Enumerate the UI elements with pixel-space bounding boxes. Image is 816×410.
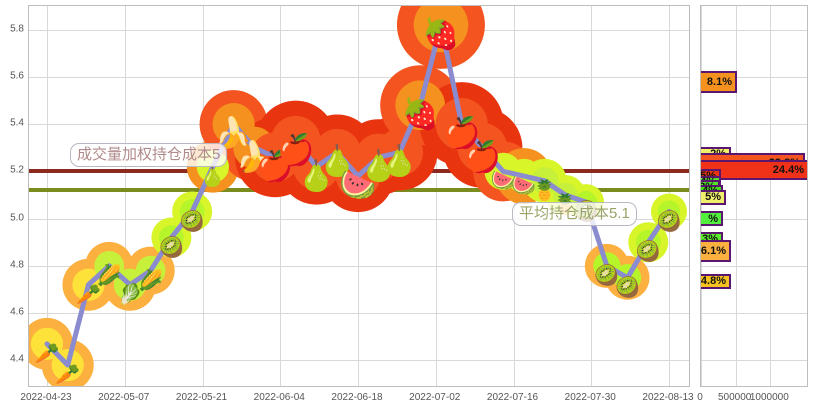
volume-gridline-y-5 (701, 265, 807, 267)
volume-bar-label: 4.8% (700, 275, 726, 288)
average-cost-label: 平均持仓成本5.1 (512, 202, 637, 227)
date-tick-2022-04-23: 2022-04-23 (20, 392, 72, 403)
price-tick-5.4: 5.4 (10, 117, 24, 129)
pear-icon: 🍐 (318, 145, 356, 179)
corn-icon: 🌽 (96, 264, 122, 287)
volume-tick-1000000: 1000000 (749, 392, 789, 403)
volume-gridline-y-2 (701, 124, 807, 126)
kiwi-icon: 🥝 (158, 236, 184, 259)
radish-icon: 🥬 (117, 283, 143, 306)
strawberry-icon: 🍓 (422, 17, 460, 51)
volume-distribution-panel[interactable]: 8.1%2%23.8%24.4%5%4%3%4%5%%3%6.1%4.8% (700, 5, 808, 387)
watermelon-icon: 🍉 (490, 170, 516, 193)
price-tick-5.6: 5.6 (10, 70, 24, 82)
pear-icon: 🍐 (297, 159, 336, 193)
watermelon-icon: 🍉 (339, 169, 377, 203)
date-tick-2022-07-16: 2022-07-16 (486, 392, 539, 403)
price-line (44, 22, 672, 368)
apple-icon: 🍎 (442, 117, 481, 151)
pineapple-icon: 🍍 (532, 179, 558, 202)
price-marker-icons: 🥕🥕🥕🌽🥬🌽🥝🥝🍐🍌🍌🍎🍎🍐🍐🍉🍐🍐🍓🍓🍎🍎🍉🍉🍍🍍🥝🥝🥝🥝🥝 (29, 6, 689, 386)
gridline-y-6 (29, 313, 689, 315)
gridline-y-5 (29, 265, 689, 267)
date-tick-2022-05-21: 2022-05-21 (175, 392, 228, 403)
volume-bar-label: 6.1% (700, 244, 726, 257)
date-tick-2022-08-13: 2022-08-13 (642, 392, 694, 403)
volume-bar[interactable]: 24.4% (701, 160, 807, 181)
volume-gridline-y-0 (701, 29, 807, 31)
volume-bar[interactable]: % (701, 211, 723, 227)
carrot-icon: 🥕 (76, 283, 101, 306)
pear-icon: 🍐 (380, 145, 419, 179)
volume-weighted-cost-label: 成交量加权持仓成本5 (70, 143, 228, 168)
volume-gridline-y-4 (701, 218, 807, 220)
volume-bar-label: 24.4% (772, 164, 804, 177)
price-tick-5.8: 5.8 (10, 23, 24, 35)
corn-icon: 🌽 (138, 269, 164, 292)
kiwi-icon: 🥝 (615, 276, 640, 299)
carrot-icon: 🥕 (34, 342, 60, 365)
gridline-y-4 (29, 218, 689, 220)
volume-bar-label: % (708, 212, 718, 225)
volume-bar[interactable]: 8.1% (701, 70, 737, 93)
volume-gridline-x-2 (770, 6, 772, 386)
apple-icon: 🍎 (463, 140, 502, 174)
apple-icon: 🍎 (277, 133, 315, 167)
watermelon-icon: 🍉 (511, 175, 537, 198)
volume-tick-500000: 500000 (717, 392, 752, 403)
date-tick-2022-05-07: 2022-05-07 (98, 392, 150, 403)
gridline-y-1 (29, 76, 689, 78)
volume-bar[interactable]: 6.1% (700, 239, 731, 262)
price-tick-5.0: 5.0 (10, 212, 24, 224)
banana-icon: 🍌 (235, 140, 274, 174)
volume-gridline-x-1 (735, 6, 737, 386)
volume-gridline-y-6 (701, 313, 807, 315)
volume-gridline-y-7 (701, 360, 807, 362)
price-tick-4.8: 4.8 (10, 259, 24, 271)
price-tick-5.2: 5.2 (10, 164, 24, 176)
pear-icon: 🍐 (200, 165, 226, 188)
strawberry-icon: 🍓 (401, 98, 439, 132)
apple-icon: 🍎 (256, 150, 294, 184)
price-chart-panel[interactable]: 🥕🥕🥕🌽🥬🌽🥝🥝🍐🍌🍌🍎🍎🍐🍐🍉🍐🍐🍓🍓🍎🍎🍉🍉🍍🍍🥝🥝🥝🥝🥝 成交量加权持仓成… (28, 5, 690, 387)
pear-icon: 🍐 (360, 150, 398, 184)
gridline-x-1 (124, 6, 126, 386)
date-tick-2022-06-04: 2022-06-04 (253, 392, 305, 403)
gridline-y-0 (29, 29, 689, 31)
carrot-icon: 🥕 (55, 364, 81, 387)
volume-gridline-y-1 (701, 76, 807, 78)
gridline-x-0 (47, 6, 48, 386)
price-tick-4.4: 4.4 (10, 353, 24, 365)
volume-bar-label: 5% (705, 191, 721, 204)
date-tick-2022-07-02: 2022-07-02 (409, 392, 461, 403)
kiwi-icon: 🥝 (656, 210, 682, 233)
date-tick-2022-07-30: 2022-07-30 (564, 392, 616, 403)
date-tick-2022-06-18: 2022-06-18 (331, 392, 383, 403)
price-tick-4.6: 4.6 (10, 306, 24, 318)
gridline-y-7 (29, 360, 689, 362)
kiwi-icon: 🥝 (179, 210, 205, 233)
volume-bar[interactable]: 5% (701, 189, 726, 205)
volume-bar[interactable]: 4.8% (700, 273, 731, 289)
gridline-x-5 (435, 6, 437, 386)
volume-bar-label: 8.1% (706, 75, 732, 88)
volume-tick-0: 0 (697, 392, 703, 403)
kiwi-icon: 🥝 (635, 241, 661, 264)
kiwi-icon: 🥝 (594, 264, 620, 287)
